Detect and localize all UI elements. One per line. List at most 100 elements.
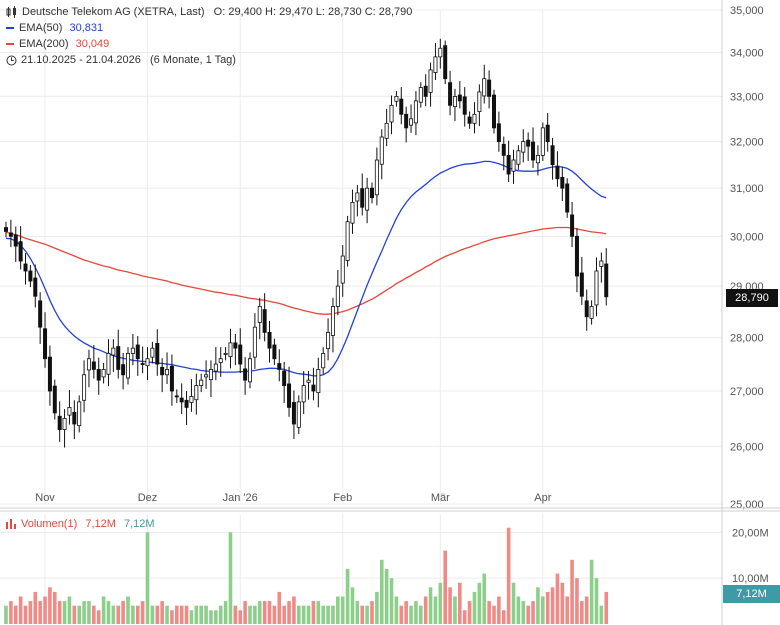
candle-body bbox=[369, 187, 374, 199]
candle bbox=[282, 361, 287, 404]
candle bbox=[267, 320, 272, 363]
candle bbox=[208, 360, 213, 398]
candle bbox=[413, 91, 418, 136]
candle bbox=[565, 178, 570, 218]
volume-bar bbox=[599, 605, 604, 624]
volume-label: Volumen(1) bbox=[21, 518, 78, 530]
volume-bar bbox=[531, 601, 535, 624]
price-tick-label: 34,000 bbox=[730, 48, 764, 60]
candle-body bbox=[116, 346, 121, 370]
candle-body bbox=[38, 300, 43, 328]
volume-bar bbox=[594, 578, 599, 624]
last-volume-tag: 7,12M bbox=[723, 585, 780, 603]
ema50-legend[interactable]: EMA(50) 30,831 bbox=[6, 21, 103, 35]
candle bbox=[409, 104, 414, 133]
volume-bar bbox=[101, 596, 106, 624]
candle bbox=[511, 149, 516, 184]
candle bbox=[589, 300, 594, 325]
candle-body bbox=[477, 91, 482, 112]
ema50-swatch bbox=[6, 27, 14, 30]
candle-body bbox=[267, 331, 272, 349]
volume-bar bbox=[419, 605, 423, 624]
ema200-swatch bbox=[6, 43, 14, 46]
volume-bar bbox=[414, 601, 418, 624]
volume-bar bbox=[443, 550, 447, 624]
date-range: 21.10.2025 - 21.04.2026 bbox=[21, 54, 141, 66]
volume-bar bbox=[521, 601, 526, 624]
volume-legend: Volumen(1) 7,12M 7,12M bbox=[6, 517, 155, 531]
candle bbox=[252, 313, 257, 369]
volume-bar bbox=[184, 605, 189, 624]
candle-body bbox=[77, 401, 82, 427]
candle-body bbox=[218, 358, 223, 363]
candle bbox=[257, 297, 262, 340]
volume-bar bbox=[23, 605, 28, 624]
volume-bar bbox=[340, 596, 345, 624]
volume-bar bbox=[555, 573, 560, 624]
candle-body bbox=[570, 214, 575, 237]
volume-bar bbox=[297, 605, 301, 624]
candle-body bbox=[423, 85, 428, 97]
candle-body bbox=[86, 358, 91, 371]
candle bbox=[540, 122, 545, 161]
volume-bar bbox=[38, 601, 42, 624]
volume-bar bbox=[257, 601, 262, 624]
candle-body bbox=[82, 374, 87, 401]
candle bbox=[574, 228, 579, 293]
volume-bar bbox=[472, 591, 477, 624]
volume-bar bbox=[218, 605, 223, 624]
volume-bar bbox=[179, 605, 184, 624]
price-tick-label: 32,000 bbox=[730, 137, 764, 149]
volume-bar bbox=[223, 601, 228, 624]
candle-body bbox=[296, 401, 301, 428]
candle-body bbox=[238, 344, 243, 365]
candle bbox=[389, 95, 394, 135]
candle bbox=[86, 349, 91, 388]
volume-bar bbox=[121, 601, 125, 624]
candle bbox=[47, 345, 52, 406]
volume-bar bbox=[145, 532, 150, 624]
candle bbox=[477, 84, 482, 127]
candle-body bbox=[165, 369, 170, 376]
candle bbox=[130, 333, 135, 366]
candle-body bbox=[204, 374, 209, 378]
candle-body bbox=[130, 347, 135, 354]
candle-body bbox=[169, 365, 174, 392]
candle-body bbox=[140, 363, 145, 365]
candle-body bbox=[243, 368, 248, 381]
candle bbox=[321, 347, 326, 375]
ema50-path bbox=[5, 160, 607, 377]
volume-bar bbox=[506, 527, 511, 624]
month-tick-label: Jan '26 bbox=[223, 492, 258, 504]
candle bbox=[194, 373, 199, 415]
candle bbox=[145, 347, 150, 381]
candle bbox=[199, 373, 204, 393]
candle bbox=[218, 347, 223, 377]
candle bbox=[350, 189, 355, 234]
volume-bar bbox=[550, 587, 555, 624]
candle bbox=[462, 87, 467, 127]
candle-body bbox=[413, 100, 418, 124]
volume-bar bbox=[321, 605, 325, 624]
candle bbox=[423, 74, 428, 107]
range-note: (6 Monate, 1 Tag) bbox=[149, 54, 236, 66]
candle-body bbox=[584, 300, 589, 318]
candle-body bbox=[540, 127, 545, 156]
candle-body bbox=[47, 356, 52, 392]
candle-body bbox=[350, 202, 355, 224]
ema200-legend[interactable]: EMA(200) 30,049 bbox=[6, 37, 109, 51]
candle bbox=[77, 395, 82, 433]
candle bbox=[360, 173, 365, 216]
candle-body bbox=[384, 122, 389, 139]
candle-body bbox=[135, 344, 140, 360]
volume-bar bbox=[214, 610, 218, 624]
candle bbox=[448, 70, 453, 116]
volume-bar bbox=[580, 601, 584, 624]
candle bbox=[291, 390, 296, 440]
candle-body bbox=[472, 113, 477, 124]
volume-bar bbox=[272, 605, 277, 624]
candle-body bbox=[531, 141, 536, 161]
candle bbox=[135, 336, 140, 376]
candle bbox=[204, 360, 209, 389]
